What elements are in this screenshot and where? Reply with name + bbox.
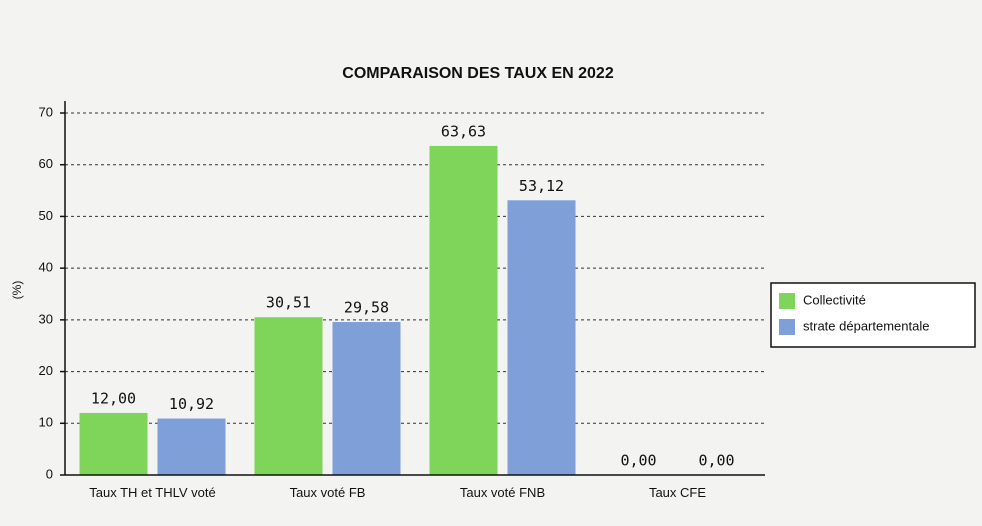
legend-swatch bbox=[779, 319, 795, 335]
bar bbox=[429, 145, 498, 475]
x-tick-label: Taux CFE bbox=[648, 485, 707, 500]
legend-label: strate départementale bbox=[803, 318, 929, 333]
data-label: 10,92 bbox=[169, 395, 214, 413]
y-axis-label: (%) bbox=[10, 281, 24, 300]
legend-box bbox=[770, 282, 976, 348]
legend-swatch bbox=[779, 293, 795, 309]
data-label: 12,00 bbox=[91, 389, 136, 407]
legend-label: Collectivité bbox=[803, 292, 866, 307]
bar bbox=[79, 412, 148, 475]
y-tick-label: 20 bbox=[39, 363, 53, 378]
data-label: 63,63 bbox=[441, 122, 486, 140]
y-tick-label: 0 bbox=[46, 466, 53, 481]
data-label: 30,51 bbox=[266, 294, 311, 312]
y-tick-label: 50 bbox=[39, 208, 53, 223]
chart-title: COMPARAISON DES TAUX EN 2022 bbox=[342, 65, 614, 82]
data-label: 53,12 bbox=[519, 177, 564, 195]
y-tick-label: 40 bbox=[39, 260, 53, 275]
bar bbox=[507, 200, 576, 476]
x-tick-label: Taux TH et THLV voté bbox=[89, 485, 216, 500]
y-tick-label: 10 bbox=[39, 415, 53, 430]
bar bbox=[332, 322, 401, 475]
y-tick-label: 70 bbox=[39, 104, 53, 119]
data-label: 29,58 bbox=[344, 299, 389, 317]
data-label: 0,00 bbox=[698, 452, 734, 470]
x-tick-label: Taux voté FNB bbox=[459, 485, 546, 500]
y-tick-label: 60 bbox=[39, 156, 53, 171]
y-tick-label: 30 bbox=[39, 311, 53, 326]
data-label: 0,00 bbox=[620, 452, 656, 470]
bar bbox=[254, 317, 323, 475]
bar bbox=[157, 418, 226, 475]
x-tick-label: Taux voté FB bbox=[289, 485, 366, 500]
